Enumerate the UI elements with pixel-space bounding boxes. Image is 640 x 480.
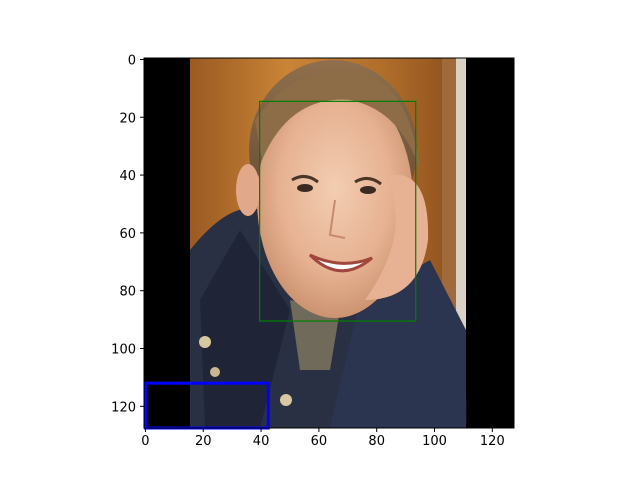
photo [190,58,467,428]
y-axis: 0 20 40 60 80 100 120 [111,53,144,415]
face-bounding-box [259,100,417,322]
x-tick-label: 60 [311,434,328,449]
x-tick-label: 0 [141,434,149,449]
x-tick-label: 120 [480,434,505,449]
y-tick-label: 100 [111,343,136,358]
y-tick-label: 40 [119,169,136,184]
y-tick-label: 60 [119,227,136,242]
y-tick-label: 120 [111,400,136,415]
y-tick-label: 80 [119,285,136,300]
x-axis: 0 20 40 60 80 100 120 [141,428,505,449]
x-tick-label: 100 [422,434,447,449]
image-area [144,58,514,428]
axes-frame [143,57,515,429]
x-tick-label: 40 [253,434,270,449]
y-tick-label: 0 [128,53,136,68]
x-tick-label: 80 [368,434,385,449]
y-tick-label: 20 [119,111,136,126]
x-tick-label: 20 [195,434,212,449]
